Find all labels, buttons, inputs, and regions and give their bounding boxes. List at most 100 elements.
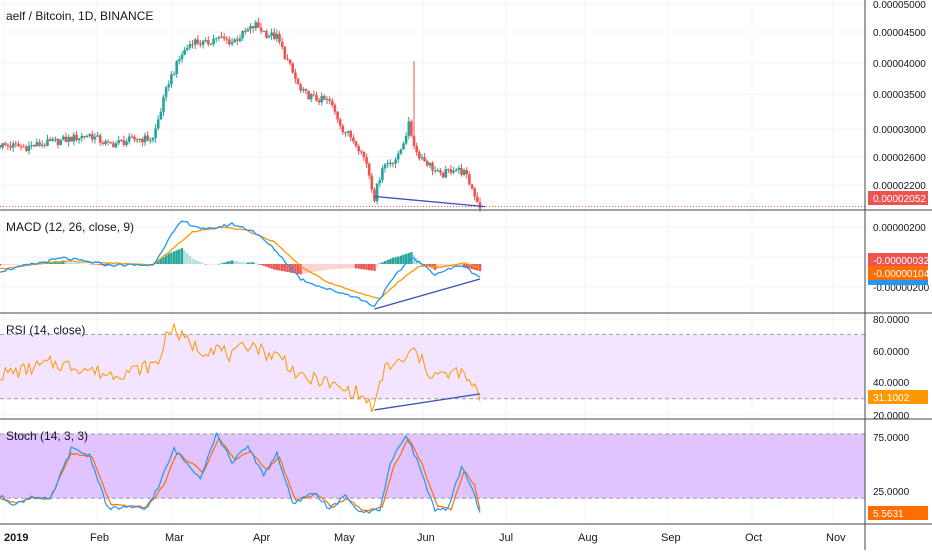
rsi-pane-title: RSI (14, close) xyxy=(6,323,85,337)
price-candle xyxy=(35,138,39,147)
stoch-k-line xyxy=(0,431,481,514)
price-trendlines[interactable] xyxy=(374,195,486,208)
macd-histogram-bar xyxy=(112,264,115,266)
price-candle xyxy=(117,135,120,146)
price-candle xyxy=(130,133,134,139)
price-candle xyxy=(207,36,210,47)
macd-histogram-bar xyxy=(228,261,231,264)
price-candle xyxy=(404,132,408,146)
macd-histogram-bar xyxy=(77,263,81,264)
macd-histogram-bar xyxy=(106,264,110,266)
price-candle xyxy=(106,139,110,146)
macd-histogram-bar xyxy=(59,261,62,264)
rsi-trendline xyxy=(374,393,481,411)
time-axis-label: Feb xyxy=(90,532,109,544)
price-tick-label: 0.00004000 xyxy=(873,59,926,70)
macd-histogram-bar xyxy=(178,249,181,264)
macd-histogram-bar xyxy=(125,264,128,265)
price-candle xyxy=(6,143,10,151)
price-candle xyxy=(19,143,23,151)
macd-histogram-bar xyxy=(96,264,99,265)
price-candle xyxy=(246,27,250,32)
price-candle xyxy=(101,140,105,146)
price-candle xyxy=(333,103,337,115)
price-candle xyxy=(193,38,197,49)
macd-histogram-bar xyxy=(423,264,426,265)
price-candle xyxy=(64,132,68,143)
price-candle xyxy=(0,144,2,149)
macd-histogram-bar xyxy=(170,252,173,264)
macd-signal-badge xyxy=(868,266,928,280)
price-candle xyxy=(462,168,466,177)
price-candle xyxy=(288,59,292,66)
macd-histogram-bar xyxy=(426,264,429,266)
time-axis[interactable]: 2019 Feb Mar Apr May Jun Jul Aug Sep Oct… xyxy=(4,532,846,544)
stoch-axis[interactable]: 75.0000 25.0000 5.5631 xyxy=(868,433,928,520)
macd-histogram-bar xyxy=(294,264,297,274)
price-pane[interactable]: aelf / Bitcoin, 1D, BINANCE 0.00005000 0… xyxy=(0,0,928,212)
macd-histogram-bar xyxy=(51,262,54,264)
stoch-badge xyxy=(868,506,928,520)
price-candle xyxy=(415,142,418,156)
macd-histogram-bar xyxy=(278,264,281,271)
price-candle xyxy=(265,29,268,40)
price-candle xyxy=(323,94,326,100)
macd-histogram-bar xyxy=(468,264,471,269)
macd-histogram-bar xyxy=(320,264,323,271)
price-candle xyxy=(54,136,57,143)
price-candle xyxy=(122,135,126,147)
price-candle xyxy=(354,140,358,148)
macd-histogram-bar xyxy=(6,264,10,266)
macd-histogram-bar xyxy=(302,264,305,274)
macd-histogram-bar xyxy=(0,264,2,266)
macd-histogram-bar xyxy=(381,262,384,264)
macd-line xyxy=(0,220,481,308)
stoch-pane[interactable]: Stoch (14, 3, 3) 75.0000 25.0000 5.5631 xyxy=(0,429,928,520)
price-candle xyxy=(27,141,31,155)
macd-trendlines[interactable] xyxy=(374,278,481,310)
price-candle xyxy=(286,54,289,61)
macd-axis[interactable]: 0.00000200 -0.00000200 -0.00000032 -0.00… xyxy=(868,223,930,294)
macd-histogram-bar xyxy=(325,264,329,270)
price-candles xyxy=(0,17,482,212)
macd-histogram-bar xyxy=(273,264,276,270)
price-tick-label: 0.00004500 xyxy=(873,28,926,39)
macd-histogram-bar xyxy=(331,264,334,270)
macd-histogram-bar xyxy=(70,262,73,264)
price-axis[interactable]: 0.00005000 0.00004500 0.00004000 0.00003… xyxy=(868,0,928,205)
price-candle xyxy=(85,134,89,138)
price-candle xyxy=(262,30,265,32)
price-candle xyxy=(273,27,276,41)
rsi-axis[interactable]: 80.0000 60.0000 40.0000 20.0000 31.1002 xyxy=(868,315,928,422)
macd-histogram-bar xyxy=(304,264,308,274)
price-candle xyxy=(191,40,194,49)
macd-histogram-bar xyxy=(394,257,397,264)
price-candle xyxy=(228,36,231,47)
price-candle xyxy=(230,37,234,47)
price-candle xyxy=(114,141,118,149)
rsi-pane[interactable]: RSI (14, close) 80.0000 60.0000 40.0000 … xyxy=(0,315,928,422)
macd-pane[interactable]: MACD (12, 26, close, 9) 0.00000200 -0.00… xyxy=(0,220,930,310)
price-tick-label: 0.00002600 xyxy=(873,153,926,164)
rsi-trendlines[interactable] xyxy=(374,393,481,411)
macd-histogram-bar xyxy=(122,264,126,265)
macd-histogram-bar xyxy=(254,263,257,264)
price-candle xyxy=(196,35,200,46)
price-candle xyxy=(209,42,213,45)
macd-histogram-bar xyxy=(286,264,289,272)
price-candle xyxy=(93,133,97,144)
price-candle xyxy=(214,37,218,43)
price-candle xyxy=(91,130,94,143)
macd-histogram-bar xyxy=(194,259,197,264)
price-candle xyxy=(399,148,403,156)
macd-tick-label: 0.00000200 xyxy=(873,223,926,234)
price-candle xyxy=(470,183,474,190)
price-candle xyxy=(476,192,479,203)
macd-histogram-bar xyxy=(215,264,218,265)
rsi-band xyxy=(0,334,865,399)
price-candle xyxy=(151,136,155,143)
price-candle xyxy=(391,162,395,168)
time-axis-label: Oct xyxy=(745,532,762,544)
